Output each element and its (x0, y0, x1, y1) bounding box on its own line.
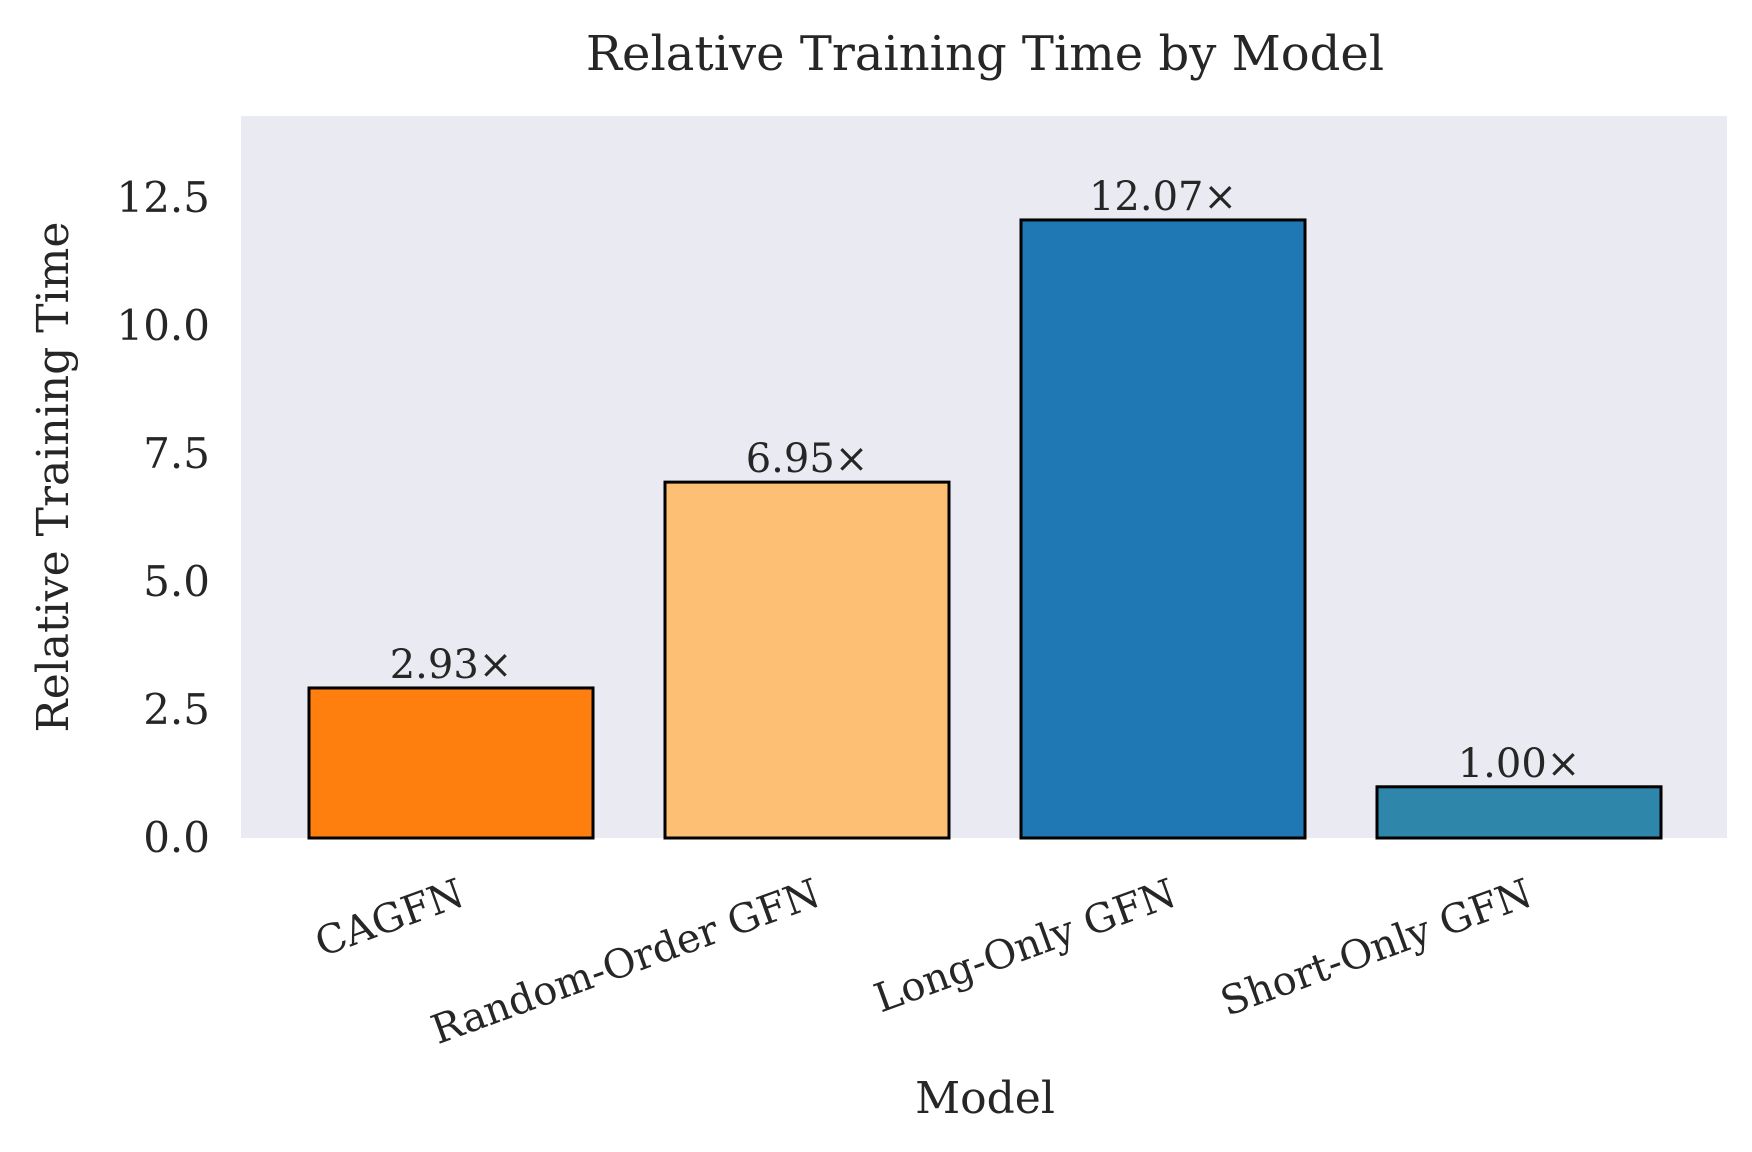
value-label: 6.95× (746, 436, 869, 482)
x-tick-label: Long-Only GFN (868, 870, 1182, 1022)
x-axis-label: Model (915, 1073, 1055, 1124)
y-tick-label: 10.0 (116, 301, 210, 350)
x-tick-label: Random-Order GFN (425, 870, 826, 1053)
bars (307, 218, 1663, 840)
y-axis-label: Relative Training Time (28, 222, 79, 733)
y-tick-label: 7.5 (143, 429, 210, 478)
bar-cagfn (307, 686, 595, 840)
value-label: 12.07× (1089, 174, 1237, 220)
y-axis-ticks: 0.0 2.5 5.0 7.5 10.0 12.5 (116, 173, 210, 862)
x-tick-label: Short-Only GFN (1215, 870, 1538, 1025)
chart-title: Relative Training Time by Model (586, 26, 1384, 82)
bar-random-order-gfn (663, 480, 951, 840)
y-tick-label: 12.5 (116, 173, 210, 222)
y-tick-label: 5.0 (143, 557, 210, 606)
value-label: 2.93× (390, 642, 513, 688)
value-label: 1.00× (1458, 741, 1581, 787)
value-labels: 2.93× 6.95× 12.07× 1.00× (390, 174, 1581, 787)
y-tick-label: 2.5 (143, 685, 210, 734)
x-tick-label: CAGFN (309, 870, 470, 966)
bar-short-only-gfn (1375, 785, 1663, 840)
bar-long-only-gfn (1019, 218, 1307, 840)
y-tick-label: 0.0 (143, 813, 210, 862)
